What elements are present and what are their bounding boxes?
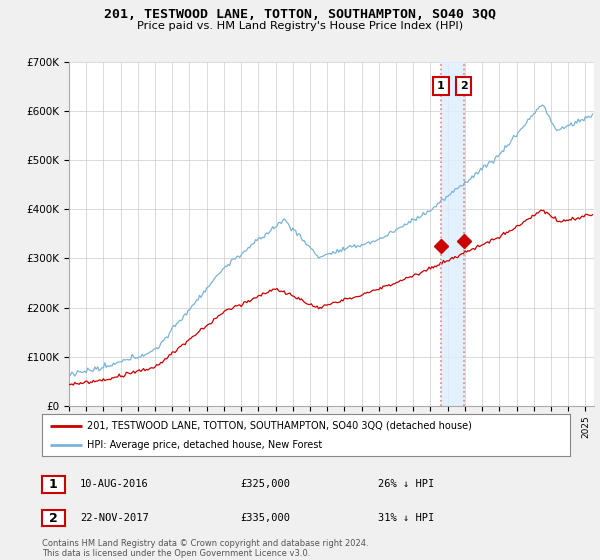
- Text: 1: 1: [49, 478, 58, 491]
- Bar: [441, 62, 464, 406]
- Text: 201, TESTWOOD LANE, TOTTON, SOUTHAMPTON, SO40 3QQ (detached house): 201, TESTWOOD LANE, TOTTON, SOUTHAMPTON,…: [87, 421, 472, 431]
- Text: 201, TESTWOOD LANE, TOTTON, SOUTHAMPTON, SO40 3QQ: 201, TESTWOOD LANE, TOTTON, SOUTHAMPTON,…: [104, 8, 496, 21]
- Text: 10-AUG-2016: 10-AUG-2016: [80, 479, 149, 489]
- Text: 26% ↓ HPI: 26% ↓ HPI: [378, 479, 434, 489]
- Text: 2: 2: [460, 81, 467, 91]
- Text: £335,000: £335,000: [240, 513, 290, 523]
- Text: Price paid vs. HM Land Registry's House Price Index (HPI): Price paid vs. HM Land Registry's House …: [137, 21, 463, 31]
- Text: HPI: Average price, detached house, New Forest: HPI: Average price, detached house, New …: [87, 440, 322, 450]
- Text: 2: 2: [49, 511, 58, 525]
- Text: 1: 1: [437, 81, 445, 91]
- Text: 31% ↓ HPI: 31% ↓ HPI: [378, 513, 434, 523]
- Text: Contains HM Land Registry data © Crown copyright and database right 2024.
This d: Contains HM Land Registry data © Crown c…: [42, 539, 368, 558]
- Text: £325,000: £325,000: [240, 479, 290, 489]
- Text: 22-NOV-2017: 22-NOV-2017: [80, 513, 149, 523]
